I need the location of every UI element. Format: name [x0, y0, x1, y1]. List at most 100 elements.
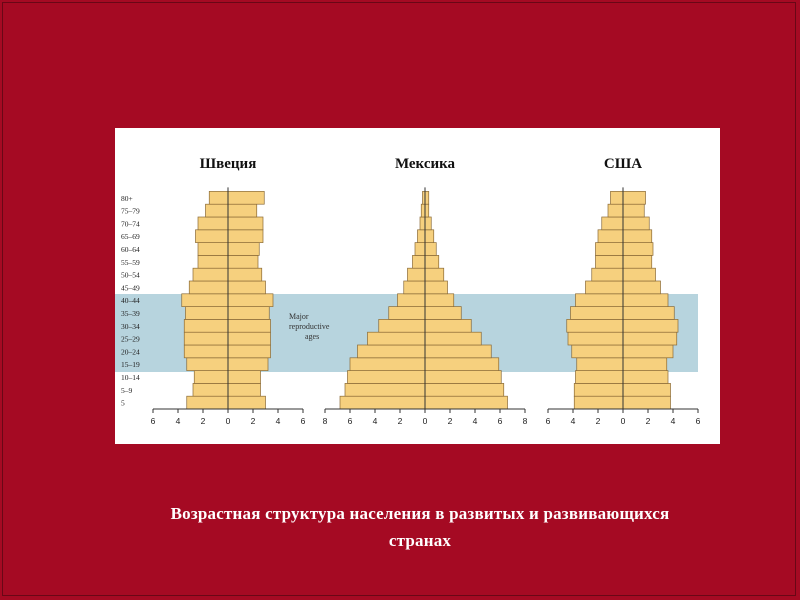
- pyramid-1-bar-right-15: [227, 203, 258, 218]
- age-label-8: 40–44: [121, 296, 140, 305]
- pyramid-2-bar-left-15: [420, 203, 426, 218]
- pyramid-3-bar-right-16: [622, 191, 646, 205]
- pyramid-1-bar-left-14: [197, 216, 229, 231]
- pyramid-2-bar-left-13: [417, 229, 426, 243]
- pyramid-2-bar-right-14: [424, 216, 432, 231]
- age-label-15: 75–79: [121, 207, 140, 216]
- pyramid-1-bar-left-3: [186, 357, 229, 371]
- pyramid-1-bar-right-5: [227, 331, 271, 346]
- pyramid-3-bar-right-9: [622, 280, 661, 295]
- pyramid-1-bar-right-8: [227, 293, 274, 307]
- pyramid-3-bar-right-12: [622, 242, 654, 256]
- pyramid-1-bar-right-1: [227, 383, 261, 397]
- age-label-14: 70–74: [121, 219, 140, 228]
- pyramid-3-bar-right-6: [622, 319, 679, 333]
- pyramid-2-bar-right-3: [424, 357, 500, 371]
- pyramid-2-tick-label-7: 6: [498, 416, 503, 426]
- pyramid-1-bar-left-7: [185, 306, 229, 320]
- pyramid-2-title: Мексика: [395, 156, 456, 172]
- pyramid-2-bar-left-3: [349, 357, 426, 371]
- pyramid-2-bar-right-16: [424, 191, 430, 205]
- pyramid-3-bar-right-3: [622, 357, 668, 371]
- pyramid-2-bar-right-10: [424, 267, 445, 282]
- pyramid-3-bar-left-3: [576, 357, 624, 371]
- pyramid-1-bar-right-2: [227, 370, 261, 384]
- pyramid-2-bar-right-9: [424, 280, 448, 295]
- pyramid-1-bar-right-0: [227, 395, 266, 410]
- pyramid-2-bar-right-1: [424, 383, 505, 397]
- pyramid-3-tick-label-6: 6: [696, 416, 701, 426]
- pyramid-3-bar-left-16: [610, 191, 624, 205]
- age-label-6: 30–34: [121, 322, 140, 331]
- caption-line-1: Возрастная структура населения в развиты…: [170, 504, 670, 523]
- pyramid-2-bar-right-4: [424, 344, 492, 359]
- pyramid-1-bar-left-11: [197, 255, 229, 269]
- pyramid-2-tick-label-0: 8: [323, 416, 328, 426]
- pyramid-1-bar-left-10: [192, 267, 229, 282]
- pyramid-2-bar-left-11: [412, 255, 426, 269]
- pyramid-3-tick-label-3: 0: [621, 416, 626, 426]
- pyramid-1-bar-left-4: [183, 344, 229, 359]
- pyramid-3-bar-right-0: [622, 395, 671, 410]
- pyramid-2-tick-label-3: 2: [398, 416, 403, 426]
- pyramid-1-tick-label-2: 2: [201, 416, 206, 426]
- pyramid-1-bar-right-9: [227, 280, 266, 295]
- annotation-line-reproductive: reproductive: [289, 322, 330, 331]
- pyramid-2-tick-label-6: 4: [473, 416, 478, 426]
- pyramid-2-tick-label-5: 2: [448, 416, 453, 426]
- age-label-11: 55–59: [121, 258, 140, 267]
- pyramid-3-bar-left-13: [597, 229, 624, 243]
- annotation-line-ages: ages: [305, 332, 319, 341]
- annotation-line-major: Major: [289, 312, 309, 321]
- pyramid-1-bar-left-1: [192, 383, 229, 397]
- pyramid-2-bar-left-10: [407, 267, 426, 282]
- pyramid-1-bar-left-13: [195, 229, 229, 243]
- pyramid-1-bar-right-12: [227, 242, 260, 256]
- population-pyramids-figure: 6 4 2 0 2 4 6 Швеция 5 5–9 10–14 15–19 20–24 25–29 30–…: [115, 128, 720, 444]
- age-label-3: 15–19: [121, 360, 140, 369]
- pyramid-1-tick-label-3: 0: [226, 416, 231, 426]
- pyramid-2-bar-left-2: [347, 370, 426, 384]
- pyramid-1-bar-left-15: [205, 203, 229, 218]
- pyramid-3-title: США: [604, 156, 642, 172]
- age-label-16: 80+: [121, 194, 133, 203]
- age-label-13: 65–69: [121, 232, 140, 241]
- pyramid-1-bar-left-0: [186, 395, 229, 410]
- pyramid-1-bar-left-12: [197, 242, 229, 256]
- pyramid-1-title: Швеция: [200, 156, 257, 172]
- pyramid-3-bar-left-14: [601, 216, 624, 231]
- pyramid-1-bar-left-9: [188, 280, 229, 295]
- age-label-9: 45–49: [121, 283, 140, 292]
- pyramid-1-bar-right-3: [227, 357, 269, 371]
- caption-line-2: странах: [388, 531, 452, 550]
- pyramid-1-tick-label-4: 2: [251, 416, 256, 426]
- pyramid-3-tick-label-4: 2: [646, 416, 651, 426]
- pyramid-3-bar-right-10: [622, 267, 656, 282]
- pyramid-2-tick-label-1: 6: [348, 416, 353, 426]
- pyramid-2-bar-left-8: [397, 293, 426, 307]
- age-label-0: 5: [121, 399, 125, 408]
- pyramid-2-bar-right-13: [424, 229, 435, 243]
- pyramid-2-bar-right-2: [424, 370, 502, 384]
- pyramid-2-bar-right-6: [424, 319, 472, 333]
- pyramid-2-tick-label-4: 0: [423, 416, 428, 426]
- pyramid-3-tick-label-5: 4: [671, 416, 676, 426]
- pyramid-2-bar-left-6: [378, 319, 426, 333]
- pyramid-3-bar-left-6: [566, 319, 624, 333]
- pyramid-3-bar-left-4: [571, 344, 624, 359]
- pyramid-3-bar-left-2: [575, 370, 624, 384]
- pyramid-2-bar-right-12: [424, 242, 437, 256]
- pyramid-1-bar-right-16: [227, 191, 265, 205]
- age-label-4: 20–24: [121, 347, 140, 356]
- pyramid-3-bar-right-7: [622, 306, 675, 320]
- pyramid-1-tick-label-5: 4: [276, 416, 281, 426]
- pyramid-2-bar-right-0: [424, 395, 508, 410]
- population-pyramids-chart: 6 4 2 0 2 4 6 Швеция 5 5–9 10–14 15–19 20–24 25–29 30–…: [115, 156, 701, 426]
- pyramid-1-bar-right-11: [227, 255, 259, 269]
- pyramid-3-bar-left-8: [575, 293, 624, 307]
- bars-layer: [181, 191, 679, 410]
- pyramid-2-bar-left-4: [357, 344, 426, 359]
- pyramid-2-bar-left-7: [388, 306, 426, 320]
- pyramid-1-tick-label-1: 4: [176, 416, 181, 426]
